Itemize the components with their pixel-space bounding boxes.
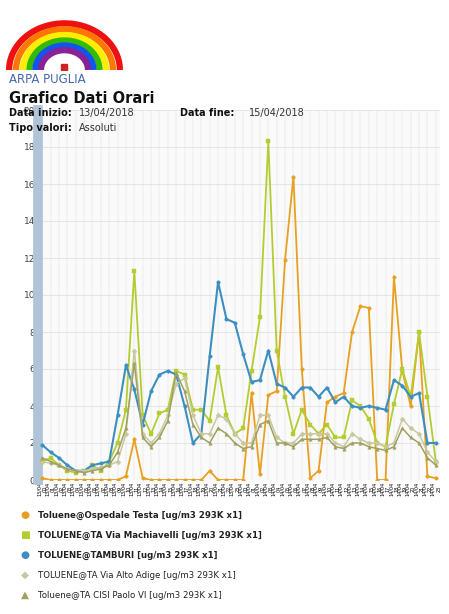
Text: ●: ● xyxy=(20,510,29,520)
Text: ARPA PUGLIA: ARPA PUGLIA xyxy=(9,73,86,86)
Text: Grafico Dati Orari: Grafico Dati Orari xyxy=(9,91,154,106)
Text: 13/04/2018: 13/04/2018 xyxy=(79,108,134,118)
Text: Assoluti: Assoluti xyxy=(79,123,117,133)
Text: ■: ■ xyxy=(20,530,30,540)
Text: Toluene@TA CISI Paolo VI [ug/m3 293K x1]: Toluene@TA CISI Paolo VI [ug/m3 293K x1] xyxy=(38,591,222,599)
Text: Data inizio:: Data inizio: xyxy=(9,108,72,118)
Text: Tipo valori:: Tipo valori: xyxy=(9,123,72,133)
Text: Data fine:: Data fine: xyxy=(180,108,234,118)
Text: 15/04/2018: 15/04/2018 xyxy=(249,108,305,118)
Text: Toluene@Ospedale Testa [ug/m3 293K x1]: Toluene@Ospedale Testa [ug/m3 293K x1] xyxy=(38,510,242,519)
Text: ●: ● xyxy=(20,550,29,560)
Text: TOLUENE@TAMBURI [ug/m3 293K x1]: TOLUENE@TAMBURI [ug/m3 293K x1] xyxy=(38,550,218,559)
Text: TOLUENE@TA Via Machiavelli [ug/m3 293K x1]: TOLUENE@TA Via Machiavelli [ug/m3 293K x… xyxy=(38,530,262,540)
Text: TOLUENE@TA Via Alto Adige [ug/m3 293K x1]: TOLUENE@TA Via Alto Adige [ug/m3 293K x1… xyxy=(38,570,236,580)
Text: ▲: ▲ xyxy=(21,590,29,600)
Text: ◆: ◆ xyxy=(21,570,29,580)
